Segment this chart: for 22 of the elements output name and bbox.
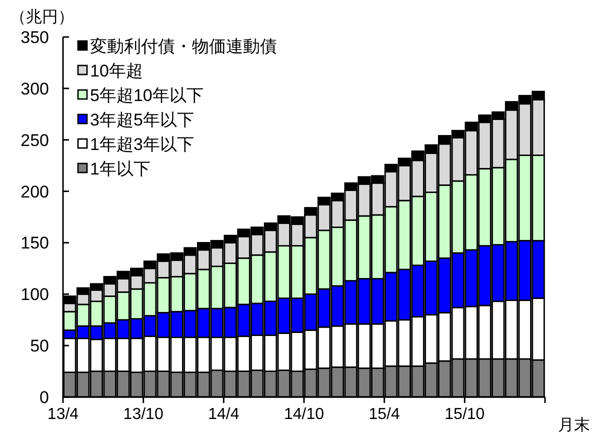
y-tick-label: 200 <box>20 182 49 202</box>
y-tick-label: 300 <box>20 79 49 98</box>
x-tick-label: 14/4 <box>208 406 240 423</box>
legend-label: 10年超 <box>90 62 143 80</box>
legend-label: 5年超10年以下 <box>90 86 204 105</box>
y-axis-title: （兆円） <box>10 8 74 26</box>
legend-label: 変動利付債・物価連動債 <box>90 37 277 56</box>
y-tick-label: 250 <box>20 130 49 150</box>
legend-label: 3年超5年以下 <box>90 110 194 130</box>
x-tick-label: 15/10 <box>444 406 485 423</box>
x-tick-label: 13/4 <box>47 406 79 423</box>
legend-label: 1年以下 <box>90 160 150 178</box>
y-tick-label: 100 <box>20 285 49 304</box>
y-tick-label: 0 <box>40 388 49 407</box>
x-tick-label: 14/10 <box>284 406 324 423</box>
x-tick-label: 13/10 <box>123 406 164 423</box>
x-axis-title: 月末 <box>558 416 590 434</box>
y-tick-label: 150 <box>20 234 49 253</box>
legend-label: 1年超3年以下 <box>90 135 194 154</box>
x-tick-label: 15/4 <box>368 406 400 423</box>
y-tick-label: 350 <box>20 28 49 47</box>
y-tick-label: 50 <box>30 336 49 356</box>
